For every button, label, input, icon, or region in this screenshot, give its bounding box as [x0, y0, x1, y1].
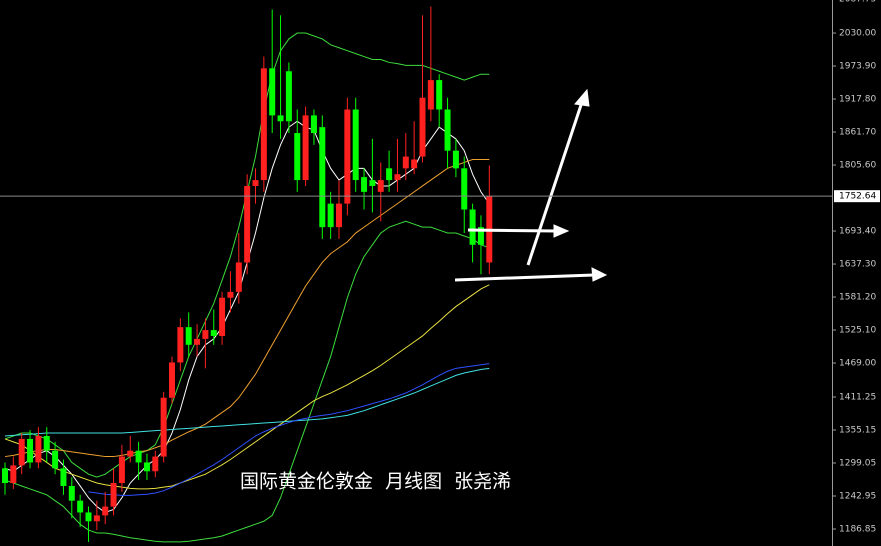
candle-body: [402, 156, 409, 169]
candle-body: [352, 109, 359, 181]
candle-body: [152, 456, 159, 472]
candle-body: [327, 203, 334, 228]
y-tick-label: 1973.90: [839, 62, 876, 72]
y-tick-label: 1917.80: [839, 95, 876, 105]
candle-body: [361, 177, 368, 192]
candle-body: [169, 362, 175, 398]
arrow-shaft: [454, 273, 595, 282]
candle-body: [68, 485, 75, 501]
candle-body: [235, 262, 242, 292]
candle-body: [369, 180, 376, 186]
candle-body: [227, 291, 234, 298]
arrows: [454, 88, 608, 282]
y-tick-label: 1525.10: [839, 326, 876, 336]
candle-body: [344, 109, 351, 204]
candle-body: [219, 297, 226, 336]
y-tick-label: 1581.20: [839, 293, 876, 303]
candle-body: [135, 450, 142, 463]
y-tick-label: 1693.40: [839, 227, 876, 237]
y-tick-label: 1861.70: [839, 128, 876, 138]
candle-body: [436, 80, 443, 110]
candle-body: [102, 506, 109, 516]
candle-body: [244, 185, 251, 263]
candle-body: [143, 462, 150, 472]
candle-body: [294, 133, 301, 181]
arrow-head: [574, 88, 590, 107]
y-tick-label: 1637.30: [839, 260, 876, 270]
candle-body: [27, 438, 34, 463]
candle-body: [285, 71, 292, 122]
candle-body: [269, 68, 276, 116]
y-tick-label: 1469.00: [839, 359, 876, 369]
annotation: 国际黄金伦敦金 月线图 张尧浠: [240, 471, 511, 493]
candle-body: [118, 456, 125, 484]
candle-body: [411, 159, 418, 169]
overlay-line: [4, 284, 490, 490]
candle-body: [127, 450, 134, 457]
candle-body: [52, 450, 59, 469]
overlay-line: [4, 367, 490, 437]
candle-body: [444, 109, 451, 151]
y-tick-label: 1242.95: [839, 492, 876, 502]
candle-body: [386, 168, 393, 181]
candle-body: [202, 330, 209, 339]
candle-body: [310, 115, 317, 134]
candle-body: [302, 115, 309, 181]
arrow-head: [591, 267, 608, 282]
candle-body: [194, 338, 201, 345]
y-tick-label: 2030.00: [839, 29, 876, 39]
candle-body: [2, 468, 8, 484]
candle-body: [427, 80, 434, 110]
y-tick-label: 1411.25: [839, 393, 876, 403]
candle-body: [419, 97, 426, 157]
arrow-shaft: [467, 228, 557, 233]
candle-body: [377, 180, 384, 192]
candle-body: [469, 209, 476, 245]
candle-body: [35, 435, 42, 463]
candle-body: [336, 203, 342, 228]
overlay-line: [4, 220, 490, 543]
candle-body: [43, 435, 50, 451]
candle-body: [252, 180, 259, 186]
arrow-shaft: [526, 101, 584, 266]
candle-body: [394, 174, 401, 181]
candle-body: [185, 327, 192, 345]
overlay-line: [88, 363, 490, 496]
candle-body: [177, 327, 184, 363]
y-tick-label: 1299.05: [839, 459, 876, 469]
candle-body: [85, 512, 92, 522]
candle-body: [260, 68, 267, 181]
candle-body: [93, 515, 100, 522]
candle-body: [461, 168, 468, 210]
last-price-box: [834, 190, 880, 203]
candle-body: [477, 227, 484, 245]
y-tick-label: 1355.15: [839, 426, 876, 436]
candle-body: [18, 438, 25, 466]
candle-body: [60, 468, 67, 486]
candle-body: [160, 397, 167, 457]
last-price-label: 1752.64: [839, 192, 876, 202]
candle-body: [210, 330, 217, 336]
candle-body: [77, 500, 84, 513]
candle-body: [10, 465, 17, 484]
candle-body: [277, 115, 284, 122]
y-tick-label: 2087.75: [839, 0, 876, 5]
y-tick-label: 1805.60: [839, 161, 876, 171]
y-tick-label: 1186.85: [839, 525, 876, 535]
candle-body: [110, 483, 117, 507]
candle-body: [452, 150, 459, 169]
candles: [2, 6, 493, 542]
candle-body: [319, 127, 326, 228]
arrow-head: [553, 224, 570, 238]
